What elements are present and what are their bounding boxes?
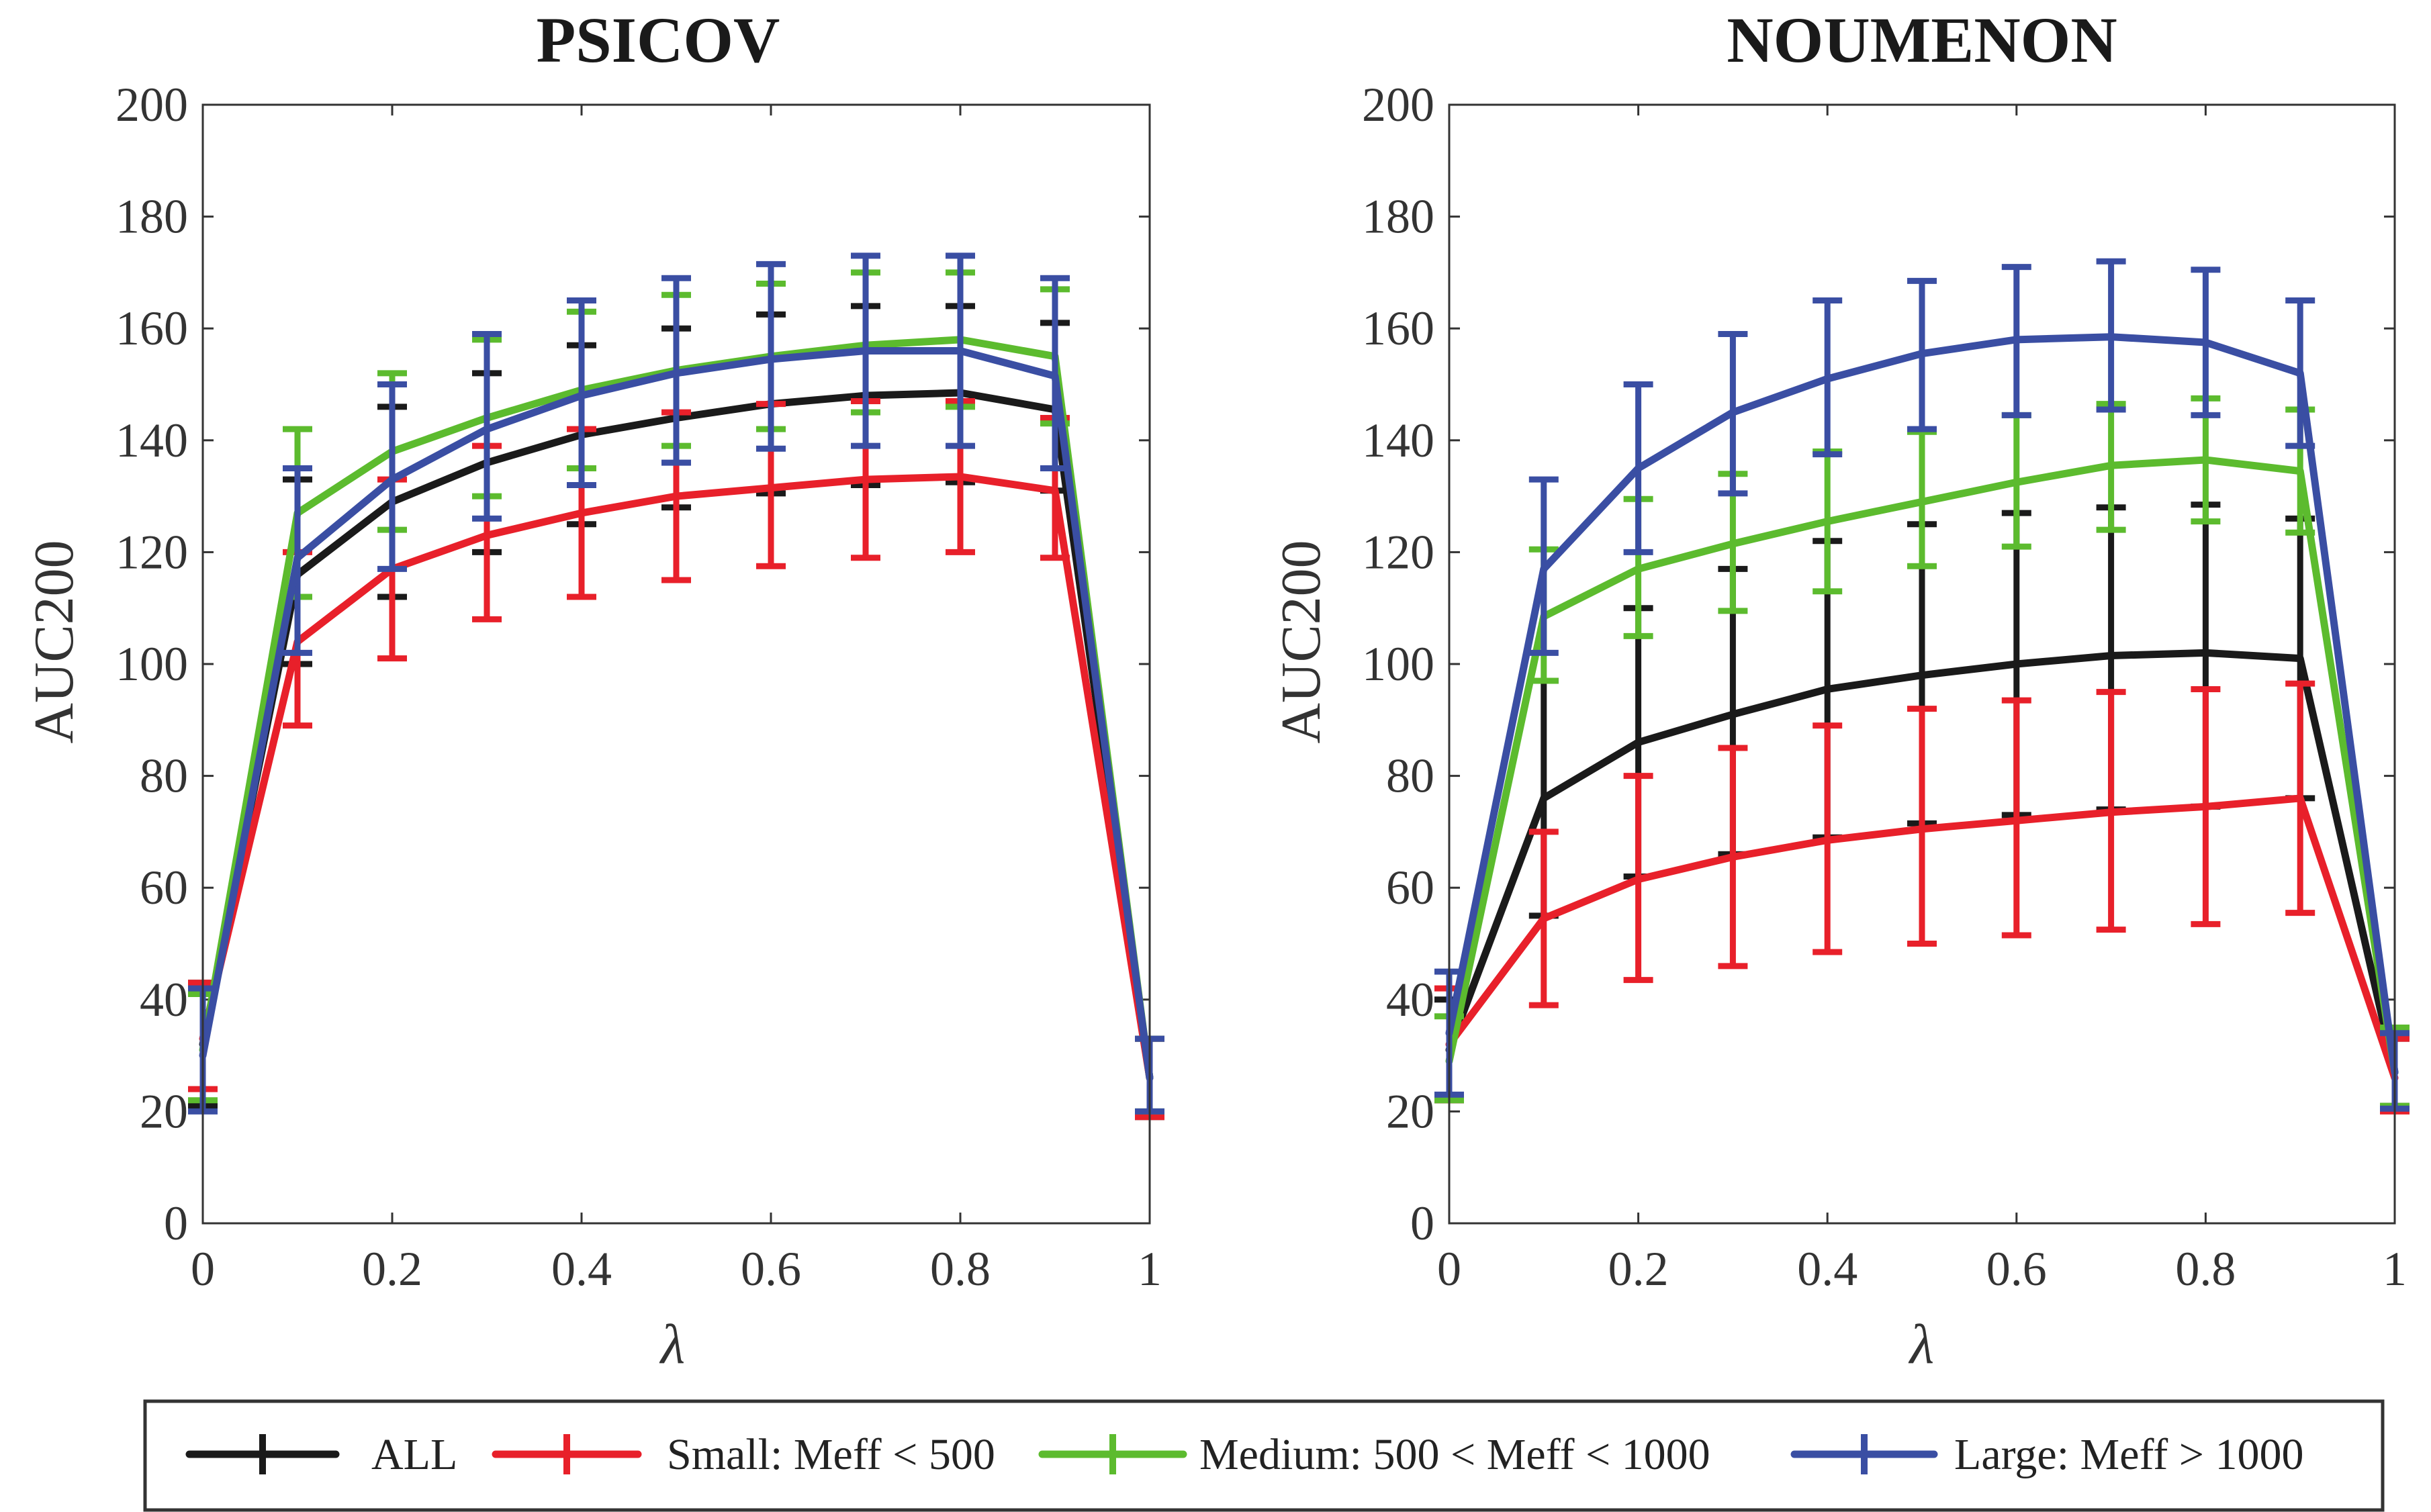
y-tick-label: 120 [1362,525,1434,579]
x-tick-label: 0.6 [1986,1242,2047,1296]
y-tick-label: 100 [116,637,188,691]
x-tick-label: 0.8 [930,1242,991,1296]
series-line [1445,649,2399,1076]
x-tick-label: 0.2 [1608,1242,1669,1296]
legend-label: Small: Meff < 500 [667,1430,995,1479]
series-small [188,397,1164,1121]
y-tick-label: 200 [116,78,188,132]
y-tick-label: 80 [140,749,188,803]
y-tick-label: 40 [1386,973,1434,1027]
x-axis-label: λ [1908,1313,1934,1376]
y-tick-label: 120 [116,525,188,579]
y-tick-label: 0 [164,1196,188,1250]
y-axis-label: AUC200 [1270,540,1332,743]
y-tick-label: 160 [116,301,188,355]
chart-noumenon: NOUMENON λ AUC200 0 20 40 60 80 100 120 140 160 1… [1270,4,2410,1376]
series-line [1445,794,2399,1082]
x-tick-label: 0 [1437,1242,1461,1296]
x-tick-label: 0.6 [741,1242,801,1296]
series-large [188,252,1164,1115]
legend-item-large: Large: Meff > 1000 [1790,1430,2304,1479]
series-line [199,473,1154,1082]
series-large [1434,258,2410,1112]
y-tick-label: 180 [1362,190,1434,244]
y-tick-label: 140 [1362,414,1434,467]
series-line [199,347,1154,1082]
x-tick-label: 0 [191,1242,215,1296]
plot-area [1434,258,2410,1115]
axes-frame [1448,103,2396,1225]
series-small [1434,680,2410,1115]
series-line [1445,333,2399,1076]
axes-frame [201,103,1151,1225]
x-tick-label: 0.2 [362,1242,422,1296]
y-tick-label: 0 [1410,1196,1434,1250]
y-tick-label: 160 [1362,301,1434,355]
y-tick-label: 20 [1386,1084,1434,1138]
chart-title: PSICOV [537,4,780,76]
y-tick-label: 60 [140,861,188,914]
x-axis-label: λ [659,1313,685,1376]
plot-area [188,252,1164,1121]
x-tick-label: 0.4 [1797,1242,1857,1296]
legend: ALL Small: Meff < 500 Medium: 500 < Meff… [143,1399,2385,1512]
y-tick-label: 180 [116,190,188,244]
chart-psicov: PSICOV λ AUC200 0 20 40 60 80 100 120 140 160 180… [23,4,1164,1376]
legend-label: Medium: 500 < Meff < 1000 [1199,1430,1710,1479]
x-tick-label: 1 [1138,1242,1162,1296]
axis-ticks: 0 20 40 60 80 100 120 140 160 180 200 0 0.2 0.4 0.6 0.8… [116,78,1162,1296]
series-line [1445,456,2399,1076]
y-tick-label: 200 [1362,78,1434,132]
y-tick-label: 80 [1386,749,1434,803]
x-tick-label: 1 [2383,1242,2407,1296]
axis-ticks: 0 20 40 60 80 100 120 140 160 180 200 0 0.2 0.4 0.6 0.8… [1362,78,2407,1296]
y-tick-label: 20 [140,1084,188,1138]
legend-item-small: Small: Meff < 500 [492,1430,995,1479]
y-tick-label: 140 [116,414,188,467]
y-tick-label: 60 [1386,861,1434,914]
y-tick-label: 40 [140,973,188,1027]
legend-label: Large: Meff > 1000 [1954,1430,2304,1479]
chart-title: NOUMENON [1727,4,2117,76]
legend-item-all: ALL [185,1430,457,1479]
x-tick-label: 0.8 [2175,1242,2236,1296]
legend-label: ALL [371,1430,457,1479]
y-tick-label: 100 [1362,637,1434,691]
legend-item-medium: Medium: 500 < Meff < 1000 [1038,1430,1710,1479]
x-tick-label: 0.4 [551,1242,612,1296]
y-axis-label: AUC200 [23,540,85,743]
